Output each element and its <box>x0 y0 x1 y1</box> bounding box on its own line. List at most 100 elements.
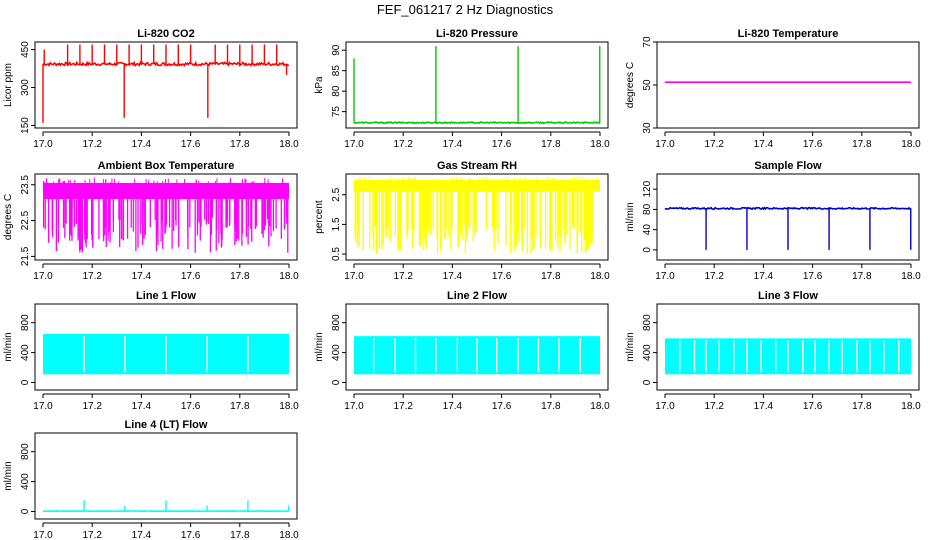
x-tick-label: 17.4 <box>132 139 152 150</box>
x-tick-label: 17.4 <box>754 401 774 412</box>
x-tick-label: 17.6 <box>803 401 823 412</box>
x-tick-label: 17.6 <box>181 401 201 412</box>
plot-frame <box>34 303 298 391</box>
x-tick-label: 17.0 <box>344 271 364 282</box>
x-tick-label: 17.6 <box>181 530 201 540</box>
plot-frame <box>345 41 609 129</box>
panel-title: Li-820 Temperature <box>738 28 839 40</box>
series-band <box>354 179 600 192</box>
x-tick-label: 17.4 <box>754 139 774 150</box>
x-tick-label: 17.6 <box>492 401 512 412</box>
y-axis-label: percent <box>314 200 325 234</box>
x-tick-label: 17.2 <box>704 139 724 150</box>
x-tick-label: 17.6 <box>181 271 201 282</box>
y-tick-label: 0 <box>331 379 342 385</box>
x-tick-label: 17.0 <box>655 271 675 282</box>
x-tick-label: 18.0 <box>279 401 299 412</box>
y-tick-label: 0 <box>20 508 31 514</box>
x-tick-label: 17.8 <box>852 139 872 150</box>
panel-title: Sample Flow <box>754 160 822 172</box>
panel-5: Gas Stream RH 17.0 17.2 17.4 17.6 17.8 18.0 0.5… <box>314 160 610 282</box>
y-axis-label: degrees C <box>3 194 14 240</box>
x-tick-label: 17.8 <box>541 271 561 282</box>
x-tick-label: 17.8 <box>541 401 561 412</box>
x-tick-label: 18.0 <box>590 401 610 412</box>
panel-title: Line 2 Flow <box>447 290 507 302</box>
x-tick-label: 17.2 <box>393 271 413 282</box>
panel-7: Line 1 Flow 17.0 17.2 17.4 17.6 17.8 18.0 0 400 8… <box>3 290 299 412</box>
y-tick-label: 85 <box>331 65 342 77</box>
y-axis-label: ml/min <box>625 332 636 361</box>
plot-frame <box>656 303 920 391</box>
figure-title: FEF_061217 2 Hz Diagnostics <box>377 2 554 17</box>
plot-frame <box>345 173 609 261</box>
y-axis-label: ml/min <box>625 202 636 231</box>
panel-4: Ambient Box Temperature 17.0 17.2 17.4 17.6 1… <box>3 160 299 282</box>
x-tick-label: 17.2 <box>704 271 724 282</box>
x-tick-label: 17.0 <box>33 530 53 540</box>
x-tick-label: 18.0 <box>901 271 921 282</box>
x-tick-label: 17.4 <box>132 401 152 412</box>
y-tick-label: 50 <box>642 79 653 91</box>
x-tick-label: 17.0 <box>33 271 53 282</box>
y-tick-label: 90 <box>331 44 342 56</box>
panel-8: Line 2 Flow 17.0 17.2 17.4 17.6 17.8 18.0 0 400 8… <box>314 290 610 412</box>
x-tick-label: 17.8 <box>852 271 872 282</box>
panel-1: Li-820 CO2 17.0 17.2 17.4 17.6 17.8 18.0 150 300… <box>3 28 299 150</box>
y-tick-label: 75 <box>331 106 342 118</box>
y-tick-label: 0.5 <box>331 247 342 261</box>
y-tick-label: 800 <box>20 314 31 331</box>
x-tick-label: 18.0 <box>901 139 921 150</box>
x-tick-label: 17.8 <box>230 139 250 150</box>
panel-2: Li-820 Pressure 17.0 17.2 17.4 17.6 17.8 18.0 7… <box>314 28 610 150</box>
x-tick-label: 18.0 <box>279 271 299 282</box>
x-tick-label: 17.6 <box>181 139 201 150</box>
y-tick-label: 21.5 <box>20 246 31 266</box>
x-tick-label: 17.2 <box>704 401 724 412</box>
y-tick-label: 400 <box>20 344 31 361</box>
y-tick-label: 300 <box>20 79 31 96</box>
x-tick-label: 17.0 <box>655 401 675 412</box>
y-tick-label: 800 <box>331 314 342 331</box>
panel-9: Line 3 Flow 17.0 17.2 17.4 17.6 17.8 18.0 0 400 8… <box>625 290 921 412</box>
y-tick-label: 450 <box>20 41 31 58</box>
y-tick-label: 400 <box>642 344 653 361</box>
x-tick-label: 17.2 <box>82 271 102 282</box>
panel-title: Ambient Box Temperature <box>98 160 235 172</box>
x-tick-label: 17.6 <box>803 139 823 150</box>
y-axis-label: ml/min <box>314 332 325 361</box>
x-tick-label: 17.0 <box>344 401 364 412</box>
y-tick-label: 0 <box>642 379 653 385</box>
y-tick-label: 70 <box>642 36 653 48</box>
x-tick-label: 17.8 <box>230 530 250 540</box>
plot-frame <box>656 41 920 129</box>
panel-title: Gas Stream RH <box>437 160 517 172</box>
x-tick-label: 17.2 <box>82 139 102 150</box>
y-tick-label: 150 <box>20 117 31 134</box>
y-tick-label: 120 <box>642 180 653 197</box>
y-tick-label: 0 <box>642 247 653 253</box>
x-tick-label: 17.6 <box>492 139 512 150</box>
x-tick-label: 17.4 <box>443 401 463 412</box>
panel-title: Line 1 Flow <box>136 290 196 302</box>
x-tick-label: 17.0 <box>33 401 53 412</box>
series-band <box>43 182 289 200</box>
plot-frame <box>34 41 298 129</box>
y-tick-label: 80 <box>331 85 342 97</box>
y-axis-label: ml/min <box>3 461 14 490</box>
x-tick-label: 17.8 <box>230 401 250 412</box>
x-tick-label: 17.8 <box>230 271 250 282</box>
y-tick-label: 80 <box>642 203 653 215</box>
x-tick-label: 17.0 <box>344 139 364 150</box>
y-tick-label: 23.5 <box>20 175 31 195</box>
panel-title: Li-820 Pressure <box>436 28 518 40</box>
panel-3: Li-820 Temperature 17.0 17.2 17.4 17.6 17.8 18… <box>625 28 921 150</box>
x-tick-label: 18.0 <box>279 530 299 540</box>
y-axis-label: degrees C <box>625 62 636 108</box>
x-tick-label: 17.4 <box>443 139 463 150</box>
y-tick-label: 800 <box>642 314 653 331</box>
x-tick-label: 17.2 <box>393 401 413 412</box>
y-tick-label: 400 <box>20 473 31 490</box>
x-tick-label: 17.8 <box>541 139 561 150</box>
